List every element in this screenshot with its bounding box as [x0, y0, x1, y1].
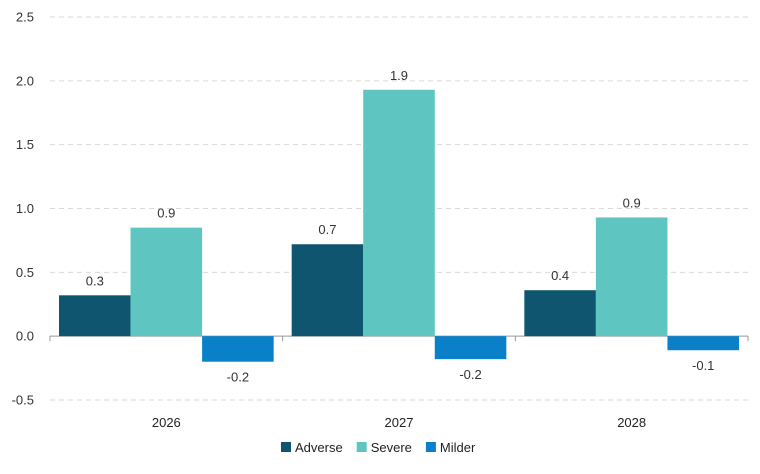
x-axis-ticks: 2026 2027 2028	[152, 415, 646, 430]
legend-label-adverse: Adverse	[295, 440, 343, 455]
y-tick-label: 0.5	[16, 265, 34, 280]
bar-severe	[130, 227, 203, 337]
bar-milder	[202, 336, 274, 362]
bar-adverse	[524, 290, 596, 337]
bar-adverse	[291, 244, 364, 337]
x-tick-label: 2028	[617, 415, 646, 430]
y-tick-label: 1.5	[16, 137, 34, 152]
x-tick-label: 2027	[385, 415, 414, 430]
legend-swatch-severe	[356, 442, 367, 452]
x-tick-label: 2026	[152, 415, 181, 430]
bars	[59, 89, 739, 362]
y-tick-label: 0.0	[16, 329, 34, 344]
data-label: -0.1	[692, 358, 714, 373]
y-axis-ticks: -0.5 0.0 0.5 1.0 1.5 2.0 2.5	[12, 10, 34, 408]
y-tick-label: -0.5	[12, 393, 34, 408]
data-label: 0.7	[318, 222, 336, 237]
legend-label-milder: Milder	[440, 440, 476, 455]
bar-milder	[667, 336, 739, 351]
bar-severe	[595, 217, 668, 337]
data-label: -0.2	[227, 370, 249, 385]
bar-adverse	[59, 295, 131, 337]
y-tick-label: 1.0	[16, 201, 34, 216]
y-tick-label: 2.5	[16, 10, 34, 25]
data-label: -0.2	[459, 367, 481, 382]
data-label: 0.9	[623, 195, 641, 210]
legend-swatch-adverse	[281, 442, 291, 452]
legend-swatch-milder	[425, 442, 436, 452]
data-label: 0.9	[157, 206, 175, 221]
bar-milder	[434, 336, 507, 360]
data-label: 0.3	[86, 273, 104, 288]
legend-label-severe: Severe	[371, 440, 412, 455]
legend: Adverse Severe Milder	[281, 440, 476, 455]
data-label: 0.4	[551, 268, 569, 283]
y-tick-label: 2.0	[16, 73, 34, 88]
bar-severe	[363, 89, 435, 337]
data-label: 1.9	[390, 68, 408, 83]
data-labels: 0.3 0.9 -0.2 0.7 1.9 -0.2 0.4 0.9 -0.1	[86, 68, 715, 385]
